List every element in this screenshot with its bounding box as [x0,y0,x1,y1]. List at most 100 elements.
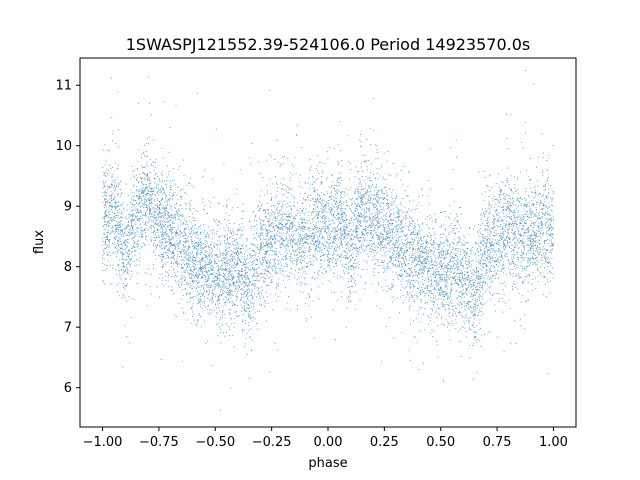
data-point [283,219,285,220]
data-point [157,187,159,189]
data-point [293,239,294,241]
data-point [217,225,219,226]
data-point [490,204,492,206]
data-point [120,235,122,237]
data-point [289,171,291,173]
data-point [516,257,518,259]
data-point [509,204,511,206]
data-point [290,267,292,269]
data-point [389,214,391,216]
data-point [411,237,413,239]
data-point [246,298,248,300]
data-point [204,246,206,248]
data-point [272,250,274,252]
data-point [166,186,168,188]
data-point [250,292,252,294]
data-point [353,224,354,226]
data-point [318,274,319,276]
data-point [121,247,123,249]
data-point [517,192,519,194]
data-point [345,208,347,210]
data-point [128,261,129,263]
data-point [435,308,437,310]
data-point [180,240,182,242]
data-point [205,245,207,247]
data-point [148,218,149,220]
data-point [203,265,205,267]
data-point [486,266,488,268]
data-point [321,182,323,184]
data-point [438,298,440,300]
data-point [257,288,259,290]
data-point [366,220,368,222]
data-point [532,192,533,194]
data-point [146,236,148,238]
data-point [177,276,178,278]
data-point [274,258,276,260]
data-point [530,217,532,218]
data-point [483,262,485,264]
data-point [181,251,183,253]
data-point [507,230,509,232]
data-point [146,138,148,140]
data-point [290,253,292,255]
data-point [544,242,545,244]
data-point [203,205,205,207]
data-point [392,286,394,288]
data-point [242,229,244,231]
data-point [115,269,116,270]
data-point [322,221,324,223]
data-point [140,197,142,199]
data-point [485,246,487,248]
data-point [437,243,438,245]
data-point [430,296,432,298]
data-point [341,276,343,278]
data-point [495,239,496,241]
data-point [534,234,535,236]
data-point [451,320,453,322]
data-point [355,284,357,286]
data-point [289,179,291,181]
data-point [123,272,125,274]
data-point [289,224,291,226]
data-point [304,212,306,214]
data-point [238,281,240,283]
data-point [448,313,450,315]
data-point [491,259,493,261]
data-point [280,232,282,234]
data-point [183,246,185,248]
data-point [146,199,148,201]
data-point [471,329,473,331]
data-point [351,245,353,246]
data-point [161,147,162,149]
data-point [511,286,513,288]
data-point [494,211,496,213]
data-point [187,283,189,285]
data-point [233,268,235,270]
data-point [107,225,109,227]
data-point [281,188,283,190]
data-point [345,188,347,189]
data-point [330,281,331,283]
data-point [495,214,497,216]
data-point [495,243,497,244]
data-point [336,265,338,267]
data-point [133,246,135,248]
data-point [262,256,264,258]
data-point [497,244,499,246]
data-point [160,213,162,215]
data-point [256,220,258,222]
data-point [320,202,322,204]
data-point [442,274,444,275]
data-point [240,247,242,249]
data-point [343,236,345,238]
data-point [395,256,397,258]
data-point [341,222,343,224]
data-point [325,207,326,209]
data-point [504,229,506,231]
data-point [193,257,195,258]
data-point [102,201,104,203]
data-point [349,239,351,241]
data-point [519,222,521,224]
data-point [278,210,280,212]
